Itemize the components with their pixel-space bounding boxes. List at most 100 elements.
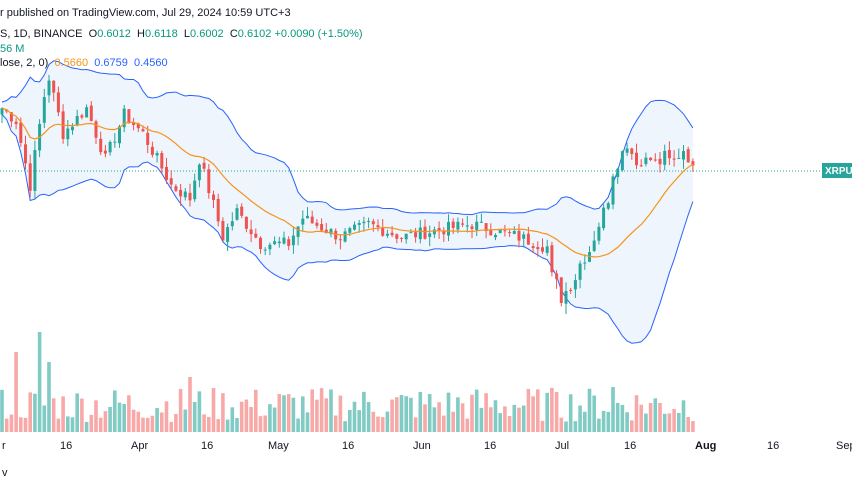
candle: [244, 216, 248, 233]
candle: [254, 228, 258, 239]
volume-bar: [601, 410, 606, 432]
candle-body: [381, 227, 385, 236]
candle: [578, 260, 582, 289]
candle: [80, 113, 84, 120]
candle-body: [555, 273, 559, 280]
candle-body: [564, 291, 568, 304]
candle-body: [508, 232, 512, 234]
candle: [179, 184, 183, 206]
candle: [597, 222, 601, 245]
volume-bar: [625, 412, 629, 432]
candle: [620, 150, 624, 172]
candle-body: [169, 178, 173, 185]
candle: [367, 217, 371, 229]
open-label: O: [88, 28, 98, 40]
candle: [207, 163, 211, 199]
volume-bar: [61, 396, 65, 432]
candle: [94, 119, 98, 145]
candle-body: [442, 230, 446, 235]
volume-bar: [479, 407, 484, 432]
candle-body: [616, 168, 620, 178]
candle: [625, 142, 629, 156]
volume-bar: [301, 396, 305, 432]
volume-bar: [691, 421, 695, 432]
volume-bar: [615, 402, 620, 432]
candle: [127, 108, 131, 124]
candle-body: [456, 221, 460, 230]
volume-bar: [33, 393, 37, 432]
volume-bar: [113, 390, 117, 432]
candle-body: [602, 207, 606, 229]
x-label-jul: Jul: [555, 440, 569, 452]
volume-bar: [272, 407, 277, 432]
candle: [230, 212, 234, 231]
candle: [14, 118, 18, 130]
volume-bar: [169, 421, 173, 432]
bb-legend: lose, 2, 0) 0.5660 0.6759 0.4560: [0, 56, 168, 70]
candle: [475, 214, 479, 237]
volume-bar: [672, 408, 676, 432]
candle: [432, 226, 436, 239]
x-label-may: May: [268, 440, 289, 452]
candle-body: [357, 223, 361, 225]
candle: [66, 120, 70, 147]
x-axis: r 16 Apr 16 May 16 Jun 16 Jul 16 Aug 16 …: [2, 440, 852, 479]
candle-body: [588, 252, 591, 262]
low-label: L: [183, 28, 191, 40]
candle-body: [517, 230, 521, 241]
candle-body: [663, 150, 667, 165]
candle: [611, 173, 615, 210]
candle: [193, 173, 197, 202]
candle: [428, 225, 432, 247]
x-label-apr: Apr: [131, 440, 148, 452]
candle-body: [118, 126, 121, 144]
candle: [517, 223, 521, 248]
candle: [362, 216, 366, 232]
candle-body: [418, 227, 422, 240]
volume-bar: [23, 417, 28, 432]
candle-body: [649, 157, 653, 161]
candle-body: [672, 158, 676, 160]
bb-upper-value: 0.6759: [94, 57, 128, 69]
candle: [559, 277, 563, 307]
candle: [169, 170, 173, 189]
candle: [85, 104, 89, 118]
candle: [33, 140, 37, 200]
candle: [89, 100, 93, 122]
close-label: C: [229, 28, 238, 40]
volume-bar: [127, 395, 131, 432]
volume-bar: [258, 416, 263, 432]
volume-bar: [174, 414, 178, 432]
candle: [503, 224, 507, 237]
volume-bar: [244, 399, 249, 432]
candle: [508, 229, 512, 237]
candle: [108, 140, 112, 156]
low-value: 0.6002: [190, 28, 224, 40]
candle: [310, 210, 314, 224]
x-label-sep: Sep: [836, 440, 852, 452]
volume-bar: [366, 402, 371, 432]
candle-body: [522, 234, 526, 239]
candle-body: [395, 234, 399, 239]
candle-body: [536, 247, 540, 250]
volume-bar: [47, 362, 51, 432]
candle: [24, 135, 27, 170]
candle-body: [230, 221, 234, 227]
candle: [461, 218, 465, 227]
candle-body: [226, 227, 230, 242]
x-label-mar: r: [2, 440, 6, 452]
bb-label: lose, 2, 0): [0, 57, 49, 69]
volume-bar: [131, 409, 136, 432]
candle: [287, 236, 291, 251]
candle-body: [221, 220, 225, 241]
volume-bar: [277, 393, 282, 432]
x-label-mar-16: 16: [60, 440, 72, 452]
candle-body: [404, 233, 408, 240]
volume-bar: [493, 400, 498, 432]
candle-body: [353, 224, 356, 230]
candle: [653, 153, 657, 162]
volume-bar: [70, 417, 75, 432]
candle: [545, 239, 549, 256]
volume-bar: [564, 421, 568, 432]
